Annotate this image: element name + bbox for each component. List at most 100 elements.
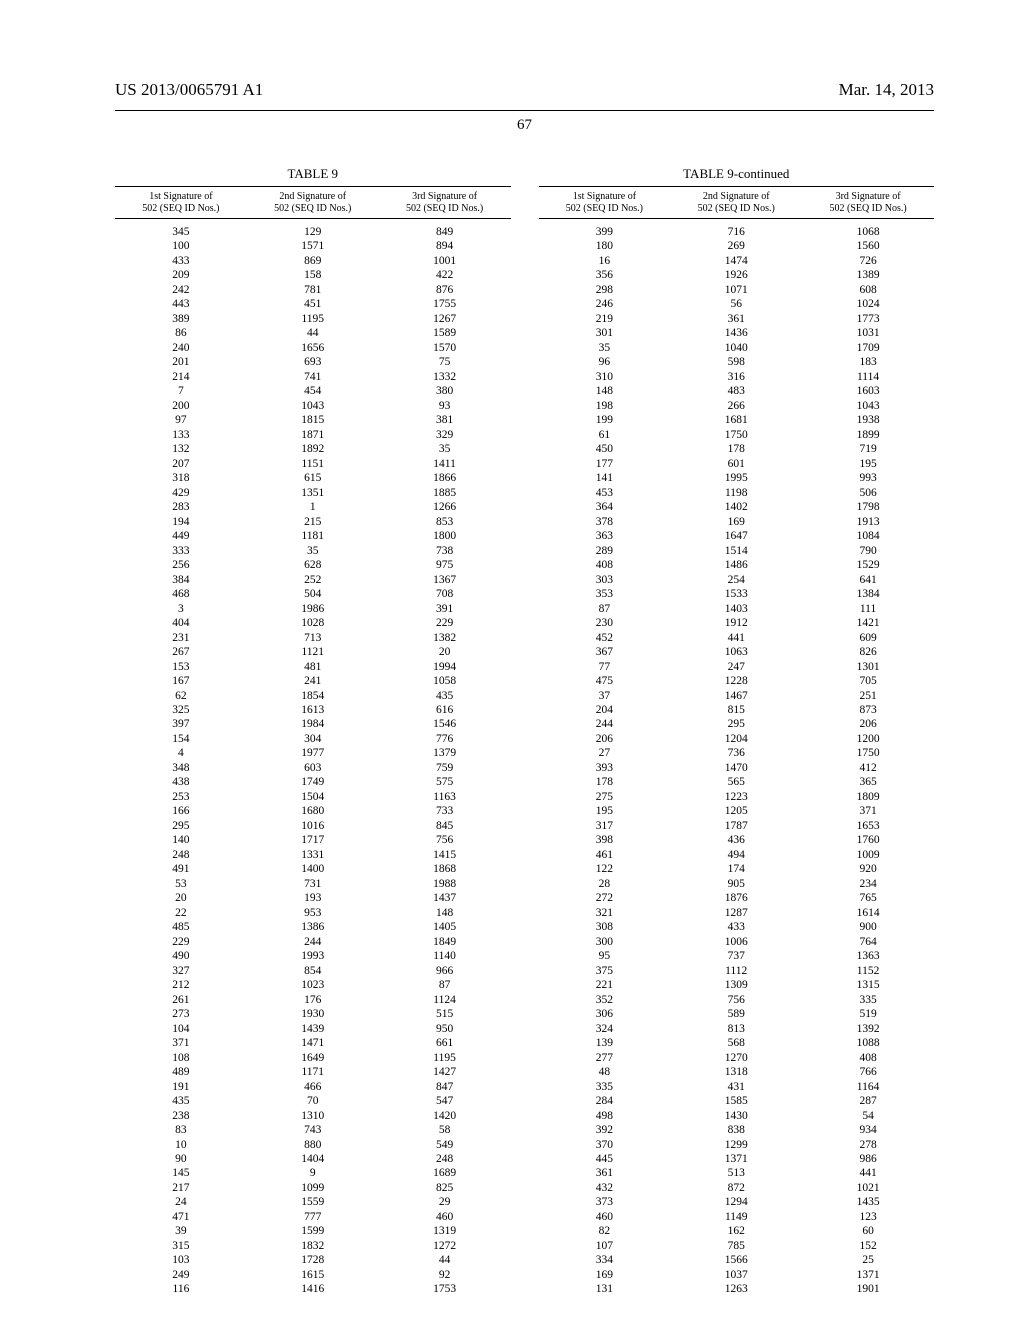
- table-row: 37312941435: [539, 1195, 935, 1209]
- table-cell: 103: [115, 1253, 247, 1267]
- table-cell: 194: [115, 515, 247, 529]
- table-cell: 445: [539, 1152, 671, 1166]
- table-cell: 603: [247, 761, 379, 775]
- table-row: 1401717756: [115, 833, 511, 847]
- table-cell: 1200: [802, 732, 934, 746]
- table-cell: 628: [247, 558, 379, 572]
- table-cell: 854: [247, 964, 379, 978]
- table-cell: 335: [802, 993, 934, 1007]
- col-header-line2: 502 (SEQ ID Nos.): [142, 203, 219, 214]
- table-cell: 22: [115, 906, 247, 920]
- table-cell: 107: [539, 1239, 671, 1253]
- table-row: 201931437: [115, 891, 511, 905]
- table-row: 308433900: [539, 920, 935, 934]
- table-row: 392838934: [539, 1123, 935, 1137]
- table-row: 4451371986: [539, 1152, 935, 1166]
- table-cell: 1566: [670, 1253, 802, 1267]
- table-row: 2731930515: [115, 1007, 511, 1021]
- table-cell: 139: [539, 1036, 671, 1050]
- table-cell: 1301: [802, 660, 934, 674]
- table-cell: 847: [379, 1080, 511, 1094]
- table-row: 3671063826: [539, 645, 935, 659]
- table-cell: 206: [802, 717, 934, 731]
- table-cell: 1647: [670, 529, 802, 543]
- table-cell: 212: [115, 978, 247, 992]
- table-cell: 214: [115, 370, 247, 384]
- table-cell: 1717: [247, 833, 379, 847]
- table-cell: 408: [802, 1051, 934, 1065]
- table-cell: 1585: [670, 1094, 802, 1108]
- table-cell: 1421: [802, 616, 934, 630]
- table-cell: 453: [539, 486, 671, 500]
- table-cell: 310: [539, 370, 671, 384]
- table-cell: 111: [802, 602, 934, 616]
- col-header: 1st Signature of 502 (SEQ ID Nos.): [539, 191, 671, 214]
- table-cell: 1681: [670, 413, 802, 427]
- page: US 2013/0065791 A1 Mar. 14, 2013 67 TABL…: [0, 0, 1024, 1337]
- table-cell: 1001: [379, 254, 511, 268]
- table-row: 6117501899: [539, 428, 935, 442]
- table-cell: 1112: [670, 964, 802, 978]
- table-row: 1001571894: [115, 239, 511, 253]
- table-cell: 56: [670, 297, 802, 311]
- table-cell: 433: [670, 920, 802, 934]
- table-cell: 1195: [379, 1051, 511, 1065]
- table-cell: 206: [539, 732, 671, 746]
- table-row: 3248131392: [539, 1022, 935, 1036]
- table-cell: 1570: [379, 341, 511, 355]
- table-cell: 1006: [670, 935, 802, 949]
- table-cell: 28: [539, 877, 671, 891]
- table-cell: 1043: [247, 399, 379, 413]
- table-cell: 108: [115, 1051, 247, 1065]
- table-row: 452441609: [539, 631, 935, 645]
- table-cell: 1529: [802, 558, 934, 572]
- table-cell: 380: [379, 384, 511, 398]
- table-row: 27512231809: [539, 790, 935, 804]
- table-cell: 273: [115, 1007, 247, 1021]
- table-cell: 1470: [670, 761, 802, 775]
- table-cell: 393: [539, 761, 671, 775]
- table-cell: 869: [247, 254, 379, 268]
- table-cell: 1901: [802, 1282, 934, 1296]
- table-cell: 242: [115, 283, 247, 297]
- table-row: 3354311164: [539, 1080, 935, 1094]
- col-header-line2: 502 (SEQ ID Nos.): [698, 203, 775, 214]
- rule: [539, 218, 935, 219]
- col-header: 3rd Signature of 502 (SEQ ID Nos.): [379, 191, 511, 214]
- table-row: 11614161753: [115, 1282, 511, 1296]
- table-row: 2147411332: [115, 370, 511, 384]
- table-cell: 363: [539, 529, 671, 543]
- table-cell: 429: [115, 486, 247, 500]
- table-cell: 352: [539, 993, 671, 1007]
- table-cell: 519: [802, 1007, 934, 1021]
- table-cell: 1071: [670, 283, 802, 297]
- table-row: 772471301: [539, 660, 935, 674]
- table-row: 3915991319: [115, 1224, 511, 1238]
- table-row: 244295206: [539, 717, 935, 731]
- table-cell: 215: [247, 515, 379, 529]
- table-cell: 1912: [670, 616, 802, 630]
- table-row: 4338691001: [115, 254, 511, 268]
- table-cell: 1151: [247, 457, 379, 471]
- table-cell: 158: [247, 268, 379, 282]
- table-cell: 1533: [670, 587, 802, 601]
- table-cell: 776: [379, 732, 511, 746]
- table-cell: 345: [115, 225, 247, 239]
- table-cell: 333: [115, 544, 247, 558]
- table-row: 2951016845: [115, 819, 511, 833]
- table-row: 132189235: [115, 442, 511, 456]
- table-cell: 133: [115, 428, 247, 442]
- table-row: 3251613616: [115, 703, 511, 717]
- table-row: 33335738: [115, 544, 511, 558]
- table-cell: 153: [115, 660, 247, 674]
- table-cell: 195: [539, 804, 671, 818]
- table-cell: 361: [539, 1166, 671, 1180]
- table-row: 48513861405: [115, 920, 511, 934]
- table-cell: 62: [115, 689, 247, 703]
- table-row: 8374358: [115, 1123, 511, 1137]
- col-header-line2: 502 (SEQ ID Nos.): [406, 203, 483, 214]
- table-cell: 766: [802, 1065, 934, 1079]
- table-cell: 483: [670, 384, 802, 398]
- col-header-line1: 3rd Signature of: [836, 191, 901, 202]
- table-row: 3997161068: [539, 225, 935, 239]
